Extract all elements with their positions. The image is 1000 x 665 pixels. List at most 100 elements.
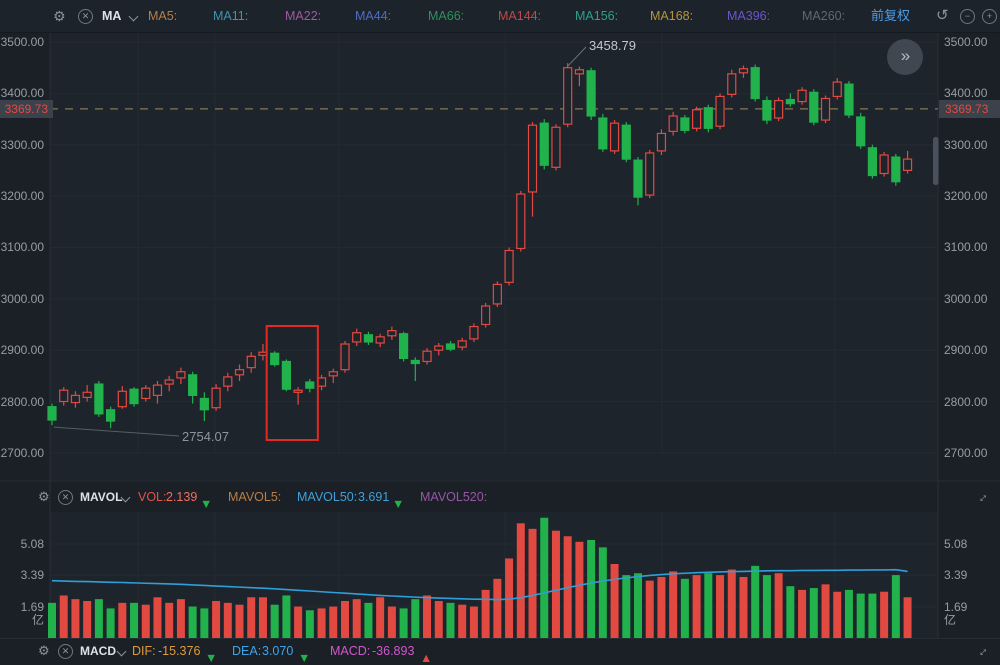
- indicator-selector[interactable]: MA: [102, 9, 122, 23]
- volume-bar: [446, 602, 455, 638]
- volume-bar: [352, 599, 361, 638]
- candle: [551, 126, 561, 168]
- legend-ma144[interactable]: MA144:: [498, 9, 542, 23]
- volume-indicator-selector[interactable]: MAVOL: [80, 490, 123, 504]
- price-tick-label: 3000.00: [944, 291, 988, 306]
- macd-indicator-selector[interactable]: MACD: [80, 644, 116, 658]
- candle: [492, 283, 502, 305]
- legend-ma22[interactable]: MA22:: [285, 9, 322, 23]
- volume-bar: [903, 597, 912, 638]
- price-tick-label: 2900.00: [944, 343, 988, 358]
- volume-bar: [481, 589, 490, 638]
- expand-panel-icon[interactable]: ↔: [971, 640, 992, 661]
- candle: [809, 91, 819, 123]
- volume-bar: [106, 608, 115, 638]
- close-indicator-icon[interactable]: ✕: [58, 644, 73, 659]
- candle: [410, 359, 420, 365]
- scrollbar-thumb[interactable]: [933, 137, 939, 185]
- candle: [668, 115, 678, 132]
- candle: [457, 340, 467, 348]
- candle: [750, 67, 760, 100]
- candle: [574, 69, 585, 75]
- settings-gear-icon[interactable]: ⚙: [38, 643, 50, 658]
- vol-label: VOL:: [138, 490, 167, 504]
- legend-ma156[interactable]: MA156:: [575, 9, 619, 23]
- close-indicator-icon[interactable]: ✕: [58, 490, 73, 505]
- mavol50-line: [51, 568, 908, 601]
- volume-bar: [200, 608, 209, 638]
- volume-bar: [516, 523, 525, 638]
- expand-more-button[interactable]: »: [887, 39, 923, 75]
- volume-bar: [387, 606, 396, 638]
- legend-ma168[interactable]: MA168:: [650, 9, 694, 23]
- candle: [656, 132, 667, 152]
- volume-bar: [48, 602, 56, 638]
- indicator-toolbar: ⚙ ✕ MA MA5: MA11: MA22: MA44: MA66: MA14…: [0, 0, 1000, 33]
- volume-tick-label: 5.08: [20, 537, 44, 552]
- volume-bar: [751, 565, 760, 638]
- volume-bar: [59, 595, 68, 638]
- candle: [727, 73, 737, 95]
- chevron-down-icon[interactable]: [116, 646, 127, 657]
- price-tick-label: 3200.00: [0, 189, 44, 204]
- legend-ma66[interactable]: MA66:: [428, 9, 465, 23]
- candle: [270, 352, 280, 366]
- candle: [481, 305, 491, 326]
- candle: [117, 390, 127, 408]
- volume-bar: [669, 571, 678, 638]
- candle: [328, 371, 338, 377]
- candle: [152, 384, 163, 396]
- down-triangle-icon: ▼: [205, 651, 218, 665]
- candle: [820, 97, 831, 121]
- volume-bar: [739, 576, 748, 638]
- macd-value: -36.893: [372, 644, 415, 658]
- volume-bar: [645, 580, 654, 638]
- expand-panel-icon[interactable]: ↔: [971, 486, 992, 507]
- price-tick-label: 2800.00: [944, 394, 988, 409]
- chevron-down-icon[interactable]: [128, 11, 139, 22]
- volume-bar: [798, 589, 807, 638]
- candle: [621, 124, 631, 160]
- candle: [399, 333, 409, 359]
- volume-unit-label: 亿: [31, 613, 44, 627]
- volume-bar: [634, 573, 642, 638]
- price-tick-label: 3100.00: [944, 240, 988, 255]
- settings-gear-icon[interactable]: ⚙: [53, 8, 66, 24]
- zoom-out-icon[interactable]: −: [960, 9, 975, 24]
- volume-bar: [868, 593, 877, 638]
- volume-bar: [727, 569, 736, 638]
- volume-bar: [341, 601, 349, 638]
- volume-bar: [598, 547, 607, 638]
- candle: [445, 343, 456, 350]
- volume-bar: [258, 597, 267, 638]
- candle: [94, 383, 104, 415]
- volume-bar: [94, 599, 103, 638]
- volume-bar: [317, 608, 326, 638]
- candle: [527, 124, 538, 193]
- adjust-mode-toggle[interactable]: 前复权: [871, 8, 911, 23]
- candle: [293, 389, 303, 393]
- undo-icon[interactable]: ↺: [936, 7, 949, 24]
- down-triangle-icon: ▼: [392, 497, 405, 511]
- volume-bar: [235, 604, 244, 638]
- legend-ma44[interactable]: MA44:: [355, 9, 392, 23]
- zoom-in-icon[interactable]: +: [982, 9, 997, 24]
- legend-ma396[interactable]: MA396:: [727, 9, 771, 23]
- price-tick-label: 3300.00: [0, 137, 44, 152]
- down-triangle-icon: ▼: [200, 497, 213, 511]
- volume-bar: [270, 604, 279, 638]
- settings-gear-icon[interactable]: ⚙: [38, 489, 50, 504]
- volume-bar: [364, 602, 373, 638]
- price-tick-label: 3200.00: [944, 189, 988, 204]
- low-annotation-pointer: [53, 426, 180, 437]
- legend-ma11[interactable]: MA11:: [213, 9, 249, 23]
- price-tick-label: 2800.00: [0, 394, 44, 409]
- price-tick-label: 3500.00: [0, 35, 44, 49]
- candle: [609, 122, 620, 152]
- legend-ma5[interactable]: MA5:: [148, 9, 178, 23]
- legend-ma260[interactable]: MA260:: [802, 9, 846, 23]
- close-indicator-icon[interactable]: ✕: [78, 9, 93, 24]
- candle: [188, 374, 198, 396]
- price-tick-label: 2700.00: [0, 445, 44, 460]
